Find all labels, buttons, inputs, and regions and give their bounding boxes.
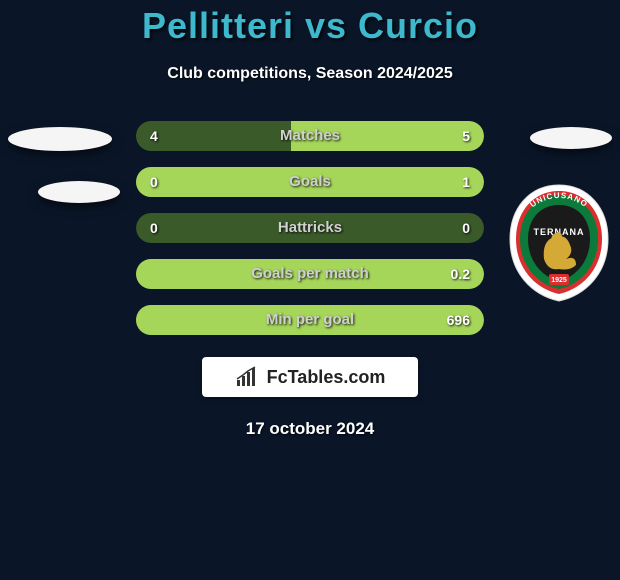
bar-value-left: 4 [150, 121, 158, 151]
stat-bars: Matches45Goals01Hattricks00Goals per mat… [136, 121, 484, 351]
player-right-ellipse-1 [530, 127, 612, 149]
stat-row: Matches4 5 [136, 121, 484, 151]
bar-value-right: 696 [447, 305, 470, 335]
bar-chart-icon [235, 366, 261, 388]
subtitle: Club competitions, Season 2024/2025 [0, 65, 620, 83]
bar-label: Min per goal [136, 305, 484, 335]
bar-value-left: 0 [150, 167, 158, 197]
bar-value-right: 0.2 [451, 259, 470, 289]
player-left-ellipse-1 [8, 127, 112, 151]
root: Pellitteri vs Curcio Club competitions, … [0, 0, 620, 439]
bar-label: Hattricks [136, 213, 484, 243]
logo-text: FcTables.com [267, 367, 386, 388]
bar-value-right: 1 [462, 167, 470, 197]
stat-row: Goals0 1 [136, 167, 484, 197]
bar-label: Goals per match [136, 259, 484, 289]
player-left-ellipse-2 [38, 181, 120, 203]
bar-value-left: 0 [150, 213, 158, 243]
date-text: 17 october 2024 [0, 419, 620, 439]
stats-zone: UNICUSANO TERNANA 1925 Matches45Goals01H… [0, 121, 620, 351]
stat-row: Hattricks0 0 [136, 213, 484, 243]
bar-value-right: 0 [462, 213, 470, 243]
bar-label: Matches [136, 121, 484, 151]
fctables-logo: FcTables.com [202, 357, 418, 397]
bar-label: Goals [136, 167, 484, 197]
stat-row: Min per goal696 [136, 305, 484, 335]
page-title: Pellitteri vs Curcio [0, 5, 620, 47]
bar-value-right: 5 [462, 121, 470, 151]
svg-text:1925: 1925 [551, 277, 567, 284]
ternana-crest-icon: UNICUSANO TERNANA 1925 [504, 181, 614, 305]
stat-row: Goals per match0.2 [136, 259, 484, 289]
